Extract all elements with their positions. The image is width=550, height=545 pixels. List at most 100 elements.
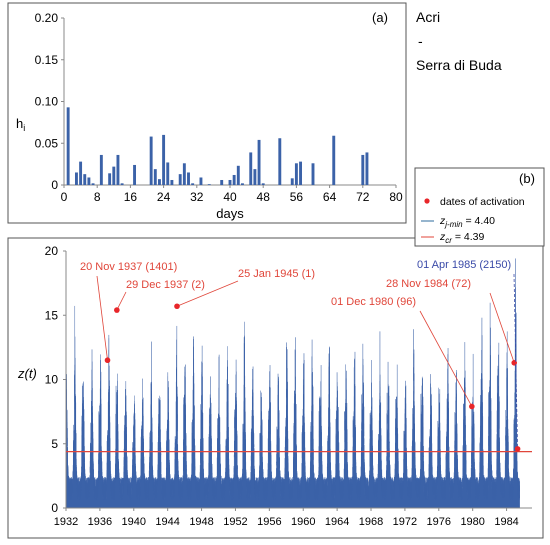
- panel-a-bar: [170, 179, 174, 185]
- panel-a-label: (a): [372, 10, 388, 25]
- panel-b-label: (b): [519, 171, 535, 186]
- panel-a-bar: [199, 177, 203, 185]
- panel-b-x-tick-label: 1936: [88, 516, 112, 528]
- panel-b-x-tick-label: 1976: [427, 516, 451, 528]
- panel-a-bar: [133, 164, 137, 185]
- panel-a-bar: [191, 183, 195, 185]
- activation-label: 20 Nov 1937 (1401): [80, 261, 177, 273]
- panel-a-bar: [178, 174, 182, 185]
- panel-b-x-tick-label: 1956: [257, 516, 281, 528]
- panel-b-y-tick-label: 15: [45, 308, 59, 322]
- panel-a-bar: [182, 163, 186, 185]
- legend-box: [414, 167, 545, 247]
- panel-b-x-tick-label: 1972: [393, 516, 417, 528]
- panel-a-bar: [261, 183, 265, 185]
- panel-a-bar: [220, 179, 224, 185]
- panel-b-y-tick-label: 5: [51, 437, 58, 451]
- panel-a-bar: [236, 165, 240, 185]
- legend-zjmin-label: zj-min = 4.40: [439, 215, 495, 229]
- activation-point: [514, 446, 521, 452]
- activation-callout-line: [96, 275, 108, 361]
- panel-a-bar: [290, 178, 294, 185]
- panel-a-bar: [299, 161, 303, 185]
- panel-a-bar: [83, 174, 87, 185]
- activation-point: [104, 357, 111, 364]
- panel-a-bar: [66, 107, 70, 185]
- panel-a-y-label: hi: [16, 116, 25, 133]
- panel-a-x-label: days: [216, 206, 244, 221]
- site-name-dash: -: [418, 33, 423, 49]
- panel-a-bar: [257, 139, 261, 185]
- panel-a-bar: [116, 154, 120, 185]
- legend-zcr-label: zcr = 4.39: [439, 231, 484, 245]
- activation-label: 01 Dec 1980 (96): [331, 296, 416, 308]
- panel-a-bar: [365, 152, 369, 185]
- panel-a-bar: [162, 134, 166, 185]
- activation-label: 25 Jan 1945 (1): [238, 268, 315, 280]
- panel-a-bar: [74, 172, 78, 185]
- panel-b-y-tick-label: 10: [45, 373, 59, 387]
- panel-a-bar: [311, 163, 315, 185]
- panel-a-x-tick-label: 80: [389, 190, 403, 204]
- site-name-line2: Serra di Buda: [416, 57, 502, 73]
- panel-a-x-tick-label: 0: [61, 190, 68, 204]
- legend-activation-label: dates of activation: [440, 196, 525, 208]
- panel-a-x-tick-label: 16: [124, 190, 138, 204]
- panel-a-bar: [232, 174, 236, 185]
- panel-a-bar: [187, 172, 190, 185]
- panel-a-x-tick-label: 8: [94, 190, 101, 204]
- activation-point: [114, 307, 120, 313]
- panel-b-y-tick-label: 20: [45, 244, 59, 258]
- legend-activation-marker: [424, 198, 430, 204]
- panel-a-y-label-sub: i: [23, 123, 25, 133]
- panel-a-bar: [332, 135, 336, 185]
- activation-callout-line: [489, 292, 515, 363]
- panel-b-x-tick-label: 1968: [359, 516, 383, 528]
- legend-zjmin-main: z: [439, 215, 446, 227]
- panel-a-chart: 0 0.05 0.10 0.15 0.20 0 8 16 24 32 40 48 56 64 72 80 day…: [16, 11, 403, 221]
- activation-callout-line: [419, 310, 473, 407]
- activation-point: [174, 303, 180, 310]
- panel-b-x-tick-label: 1940: [122, 516, 146, 528]
- panel-a-x-tick-label: 72: [356, 190, 370, 204]
- panel-a-bar: [153, 169, 157, 185]
- panel-b-x-tick-label: 1944: [155, 516, 179, 528]
- panel-a-x-tick-label: 64: [323, 190, 337, 204]
- panel-a-bar: [112, 166, 116, 185]
- panel-a-bar: [253, 169, 257, 185]
- activation-callout-line: [116, 291, 127, 311]
- panel-a-y-tick-label: 0.05: [35, 136, 59, 150]
- panel-a-frame: [7, 2, 407, 224]
- panel-a-bar: [207, 184, 211, 185]
- panel-a-bar: [228, 179, 232, 185]
- panel-a-x-tick-label: 24: [157, 190, 171, 204]
- panel-a-y-tick-label: 0: [51, 178, 58, 192]
- panel-b-chart: 0 5 10 15 20 1932 1936 1940 1944 1948 1952 1956 1960…: [17, 244, 532, 528]
- panel-a-bar: [99, 154, 103, 185]
- activation-callout-line: [176, 280, 239, 307]
- panel-a-bar: [91, 183, 95, 185]
- activation-label: 28 Nov 1984 (72): [386, 278, 471, 290]
- panel-b-x-tick-label: 1952: [223, 516, 247, 528]
- panel-a-bar: [157, 179, 161, 185]
- panel-a-bar: [278, 138, 282, 185]
- panel-b-x-tick-label: 1984: [494, 516, 518, 528]
- panel-a-bar: [108, 173, 112, 185]
- panel-a-x-tick-label: 48: [257, 190, 271, 204]
- panel-a-bar: [361, 154, 365, 185]
- panel-a-x-tick-label: 40: [223, 190, 237, 204]
- panel-b-x-tick-label: 1980: [460, 516, 484, 528]
- panel-b-y-label: z(t): [17, 366, 37, 381]
- panel-b-x-tick-label: 1948: [189, 516, 213, 528]
- panel-a-bar: [79, 161, 83, 185]
- panel-a-bar: [149, 136, 153, 185]
- panel-a-y-tick-label: 0.15: [35, 53, 59, 67]
- panel-a-bar: [294, 163, 298, 185]
- panel-a-bar: [240, 183, 244, 185]
- panel-b-frame: [7, 237, 544, 539]
- panel-b-x-tick-label: 1960: [291, 516, 315, 528]
- activation-callout-line: [513, 273, 518, 449]
- activation-label: 29 Dec 1937 (2): [126, 279, 205, 291]
- panel-a-y-tick-label: 0.10: [35, 95, 59, 109]
- panel-a-bar: [87, 177, 91, 185]
